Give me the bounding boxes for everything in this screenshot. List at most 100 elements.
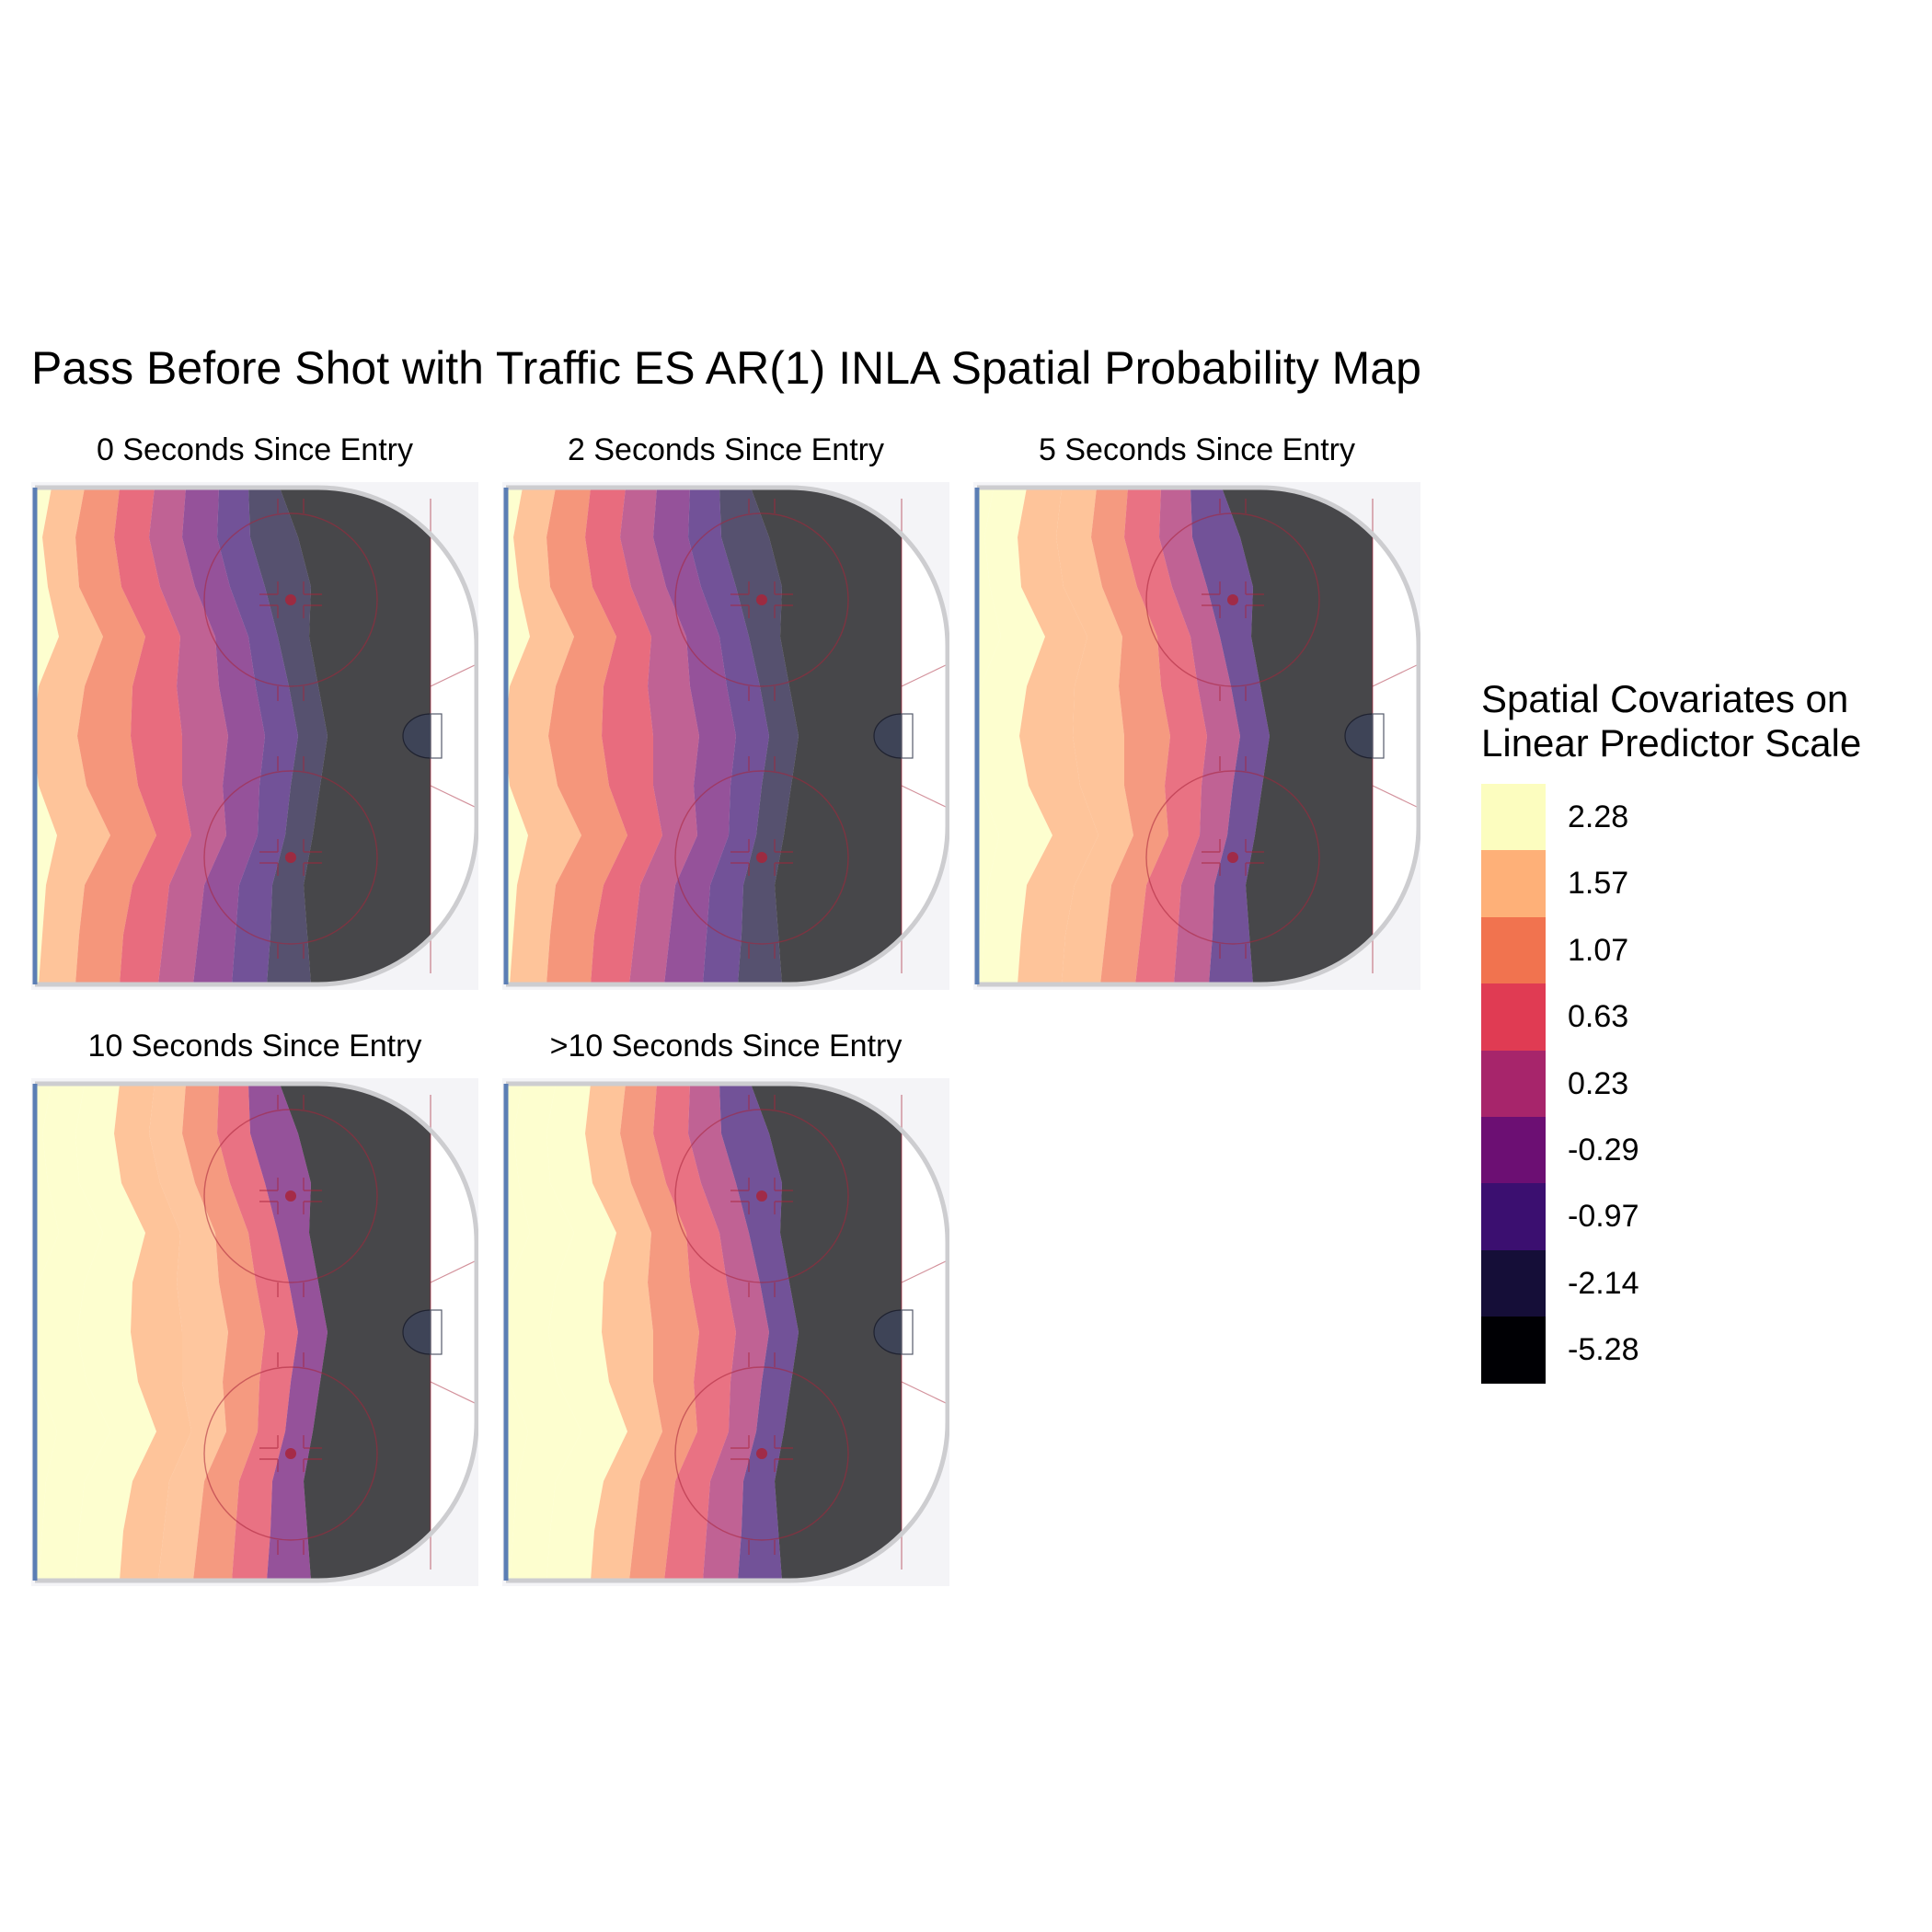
contour-band	[182, 488, 265, 984]
rink-boards	[977, 485, 1420, 987]
contour-band	[719, 1084, 799, 1581]
faceoff-circle	[203, 512, 378, 687]
faceoff-circle	[203, 770, 378, 945]
legend-swatch	[1481, 916, 1546, 984]
contour-band	[248, 1084, 328, 1581]
legend-swatch	[1481, 983, 1546, 1051]
faceoff-dot	[285, 1190, 296, 1202]
legend-label: -2.14	[1568, 1265, 1639, 1301]
contour-band	[506, 1084, 530, 1581]
contour-band	[75, 488, 156, 984]
contour-band	[751, 1084, 902, 1581]
faceoff-dot	[756, 594, 767, 605]
contour-band	[620, 1084, 699, 1581]
faceoff-hash-marks	[730, 499, 793, 701]
rink-boards	[35, 1081, 478, 1583]
goal-crease	[402, 1309, 431, 1355]
legend-label: -5.28	[1568, 1332, 1639, 1368]
faceoff-hash-marks	[730, 1095, 793, 1297]
faceoff-dot	[285, 1448, 296, 1459]
rink-svg	[31, 482, 478, 990]
legend-swatch	[1481, 1050, 1546, 1117]
legend-swatch	[1481, 1317, 1546, 1384]
contour-band	[719, 488, 799, 984]
legend-swatch	[1481, 1249, 1546, 1317]
contour-band	[1056, 488, 1133, 984]
faceoff-hash-marks	[259, 1095, 322, 1297]
contour-band	[1190, 488, 1270, 984]
facet-label-2-seconds: 2 Seconds Since Entry	[568, 432, 884, 467]
contour-band	[35, 1084, 59, 1581]
faceoff-circle	[674, 1109, 849, 1283]
faceoff-circle	[1145, 770, 1320, 945]
contour-band	[248, 488, 328, 984]
faceoff-dot	[1227, 594, 1238, 605]
contour-band	[1018, 488, 1098, 984]
rink-boards	[506, 1081, 949, 1583]
faceoff-circle	[674, 1366, 849, 1541]
contour-band	[217, 1084, 298, 1581]
faceoff-dot	[756, 852, 767, 863]
contour-band	[585, 488, 662, 984]
contour-band	[114, 1084, 191, 1581]
legend-swatch	[1481, 850, 1546, 917]
faceoff-hash-marks	[1202, 756, 1264, 959]
contour-band	[688, 488, 769, 984]
facet-label-5-seconds: 5 Seconds Since Entry	[1039, 432, 1355, 467]
rink-panel-2-seconds	[502, 482, 949, 990]
contour-band	[217, 488, 298, 984]
faceoff-hash-marks	[259, 1352, 322, 1555]
contour-band	[75, 1084, 156, 1581]
legend-title: Spatial Covariates on Linear Predictor S…	[1481, 677, 1861, 765]
faceoff-hash-marks	[730, 756, 793, 959]
legend-label: 2.28	[1568, 799, 1629, 834]
legend-label: 0.63	[1568, 999, 1629, 1035]
faceoff-hash-marks	[1202, 499, 1264, 701]
rink-svg	[973, 482, 1420, 990]
rink-svg	[502, 1078, 949, 1586]
faceoff-dot	[285, 594, 296, 605]
faceoff-hash-marks	[259, 499, 322, 701]
rink-svg	[31, 1078, 478, 1586]
legend-title-line-2: Linear Predictor Scale	[1481, 721, 1862, 765]
goal-crease	[1344, 713, 1374, 759]
faceoff-hash-marks	[259, 756, 322, 959]
legend-label: -0.97	[1568, 1199, 1639, 1235]
faceoff-circle	[203, 1109, 378, 1283]
goal-crease	[402, 713, 431, 759]
contour-band	[280, 488, 431, 984]
rink-panel-5-seconds	[973, 482, 1420, 990]
goal-net	[430, 713, 443, 759]
goal-crease	[873, 1309, 903, 1355]
contour-band	[182, 1084, 265, 1581]
contour-band	[149, 1084, 228, 1581]
contour-band	[546, 1084, 627, 1581]
trapezoid-lines	[430, 663, 477, 809]
contour-band	[280, 1084, 431, 1581]
contour-band	[35, 488, 59, 984]
legend-title-line-1: Spatial Covariates on	[1481, 677, 1849, 720]
contour-band	[620, 488, 699, 984]
legend-label: 0.23	[1568, 1065, 1629, 1101]
faceoff-circle	[203, 1366, 378, 1541]
goal-crease	[873, 713, 903, 759]
rink-boards	[506, 485, 949, 987]
contour-band	[1222, 488, 1373, 984]
contour-band	[688, 1084, 769, 1581]
contour-band	[1159, 488, 1240, 984]
legend-label: 1.57	[1568, 866, 1629, 902]
legend-label: -0.29	[1568, 1132, 1639, 1167]
faceoff-dot	[285, 852, 296, 863]
rink-panel-over-10-seconds	[502, 1078, 949, 1586]
faceoff-dot	[756, 1190, 767, 1202]
rink-svg	[502, 482, 949, 990]
rink-boards	[35, 485, 478, 987]
contour-band	[546, 488, 627, 984]
faceoff-hash-marks	[730, 1352, 793, 1555]
facet-label-0-seconds: 0 Seconds Since Entry	[97, 432, 413, 467]
faceoff-dot	[756, 1448, 767, 1459]
trapezoid-lines	[1372, 663, 1420, 809]
trapezoid-lines	[901, 1259, 949, 1405]
legend-swatch	[1481, 1116, 1546, 1184]
contour-band	[1091, 488, 1170, 984]
